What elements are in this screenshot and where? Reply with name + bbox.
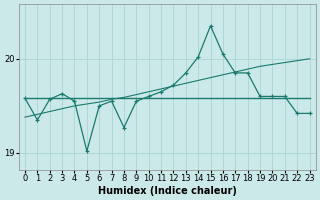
X-axis label: Humidex (Indice chaleur): Humidex (Indice chaleur) <box>98 186 237 196</box>
